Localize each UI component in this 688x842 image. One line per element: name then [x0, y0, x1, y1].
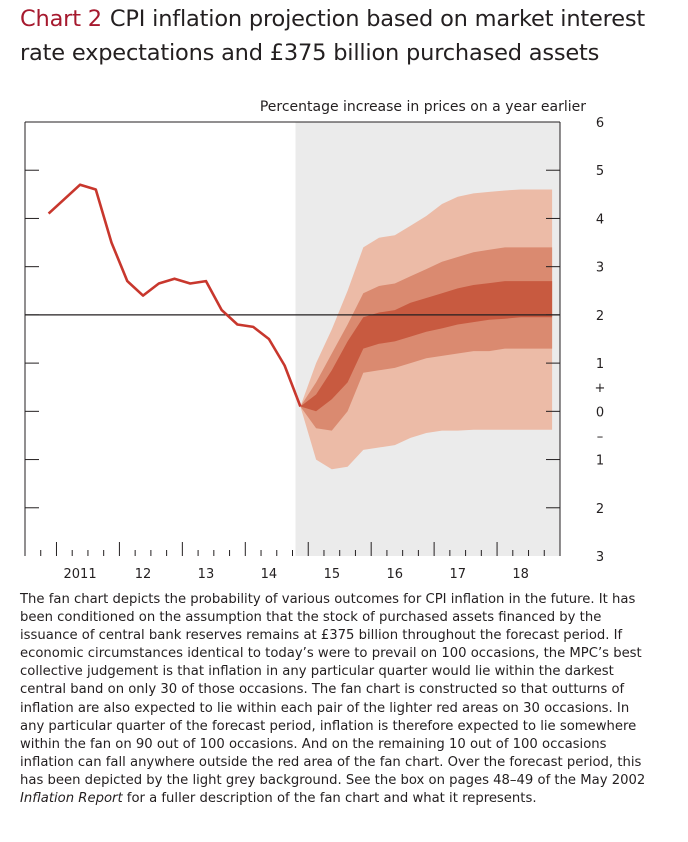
caption-report-name: Inflation Report	[20, 791, 123, 807]
caption-line: has been depicted by the light grey back…	[20, 772, 646, 788]
y-tick-label: 4	[596, 212, 604, 227]
y-axis: 6 5 4 3 2 1 0 1 2 3 + –	[25, 116, 605, 565]
y-minus-sign: –	[597, 429, 604, 444]
chart-caption: The fan chart depicts the probability of…	[20, 591, 684, 808]
caption-line: economic circumstances identical to toda…	[20, 646, 642, 662]
chart-number: Chart 2	[20, 6, 102, 32]
x-tick-label: 15	[324, 567, 341, 582]
caption-line-last: Inflation Report for a fuller descriptio…	[20, 790, 684, 808]
x-axis: 2011 12 13 14 15 16 17 18	[24, 542, 561, 582]
caption-line: any particular quarter of the forecast p…	[20, 718, 637, 734]
y-tick-label: 6	[596, 116, 604, 131]
caption-lines: The fan chart depicts the probability of…	[20, 591, 684, 790]
x-tick-label: 2011	[64, 567, 97, 582]
y-tick-label: 1	[596, 357, 604, 372]
x-tick-label: 18	[512, 567, 529, 582]
caption-line: within the fan on 90 out of 100 occasion…	[20, 736, 607, 752]
caption-line: issuance of central bank reserves remain…	[20, 628, 623, 644]
y-tick-label: 5	[596, 164, 604, 179]
outturn-line	[47, 183, 302, 407]
chart-title-line-2: rate expectations and £375 billion purch…	[20, 40, 600, 66]
caption-line: inflation can fall anywhere outside the …	[20, 754, 642, 770]
caption-line: central band on only 30 of those occasio…	[20, 682, 625, 698]
x-tick-label: 17	[449, 567, 466, 582]
fan-band-inner	[300, 281, 553, 412]
chart-subtitle: Percentage increase in prices on a year …	[259, 99, 586, 115]
x-tick-label: 14	[261, 567, 278, 582]
y-tick-label: 2	[596, 502, 604, 517]
x-tick-label: 16	[387, 567, 404, 582]
y-tick-label: 3	[596, 261, 604, 276]
y-plus-sign: +	[595, 381, 606, 396]
chart-title-line-1: Chart 2 CPI inflation projection based on…	[20, 2, 680, 36]
y-tick-label: 2	[596, 309, 604, 324]
caption-line: The fan chart depicts the probability of…	[20, 592, 636, 607]
caption-line: inflation are also expected to lie withi…	[20, 700, 630, 716]
chart-title-text-1: CPI inflation projection based on market…	[109, 6, 645, 32]
fan-bands	[300, 189, 553, 470]
y-tick-label: 3	[596, 550, 604, 565]
caption-line: been conditioned on the assumption that …	[20, 610, 602, 626]
x-tick-label: 13	[198, 567, 215, 582]
x-tick-label: 12	[135, 567, 152, 582]
chart-frame	[24, 121, 561, 556]
y-tick-label: 0	[596, 405, 604, 420]
caption-last-text: for a fuller description of the fan char…	[122, 791, 537, 807]
y-tick-label: 1	[596, 454, 604, 469]
chart-title: Chart 2 CPI inflation projection based on…	[20, 2, 680, 70]
caption-line: collective judgement is that inflation i…	[20, 664, 614, 680]
